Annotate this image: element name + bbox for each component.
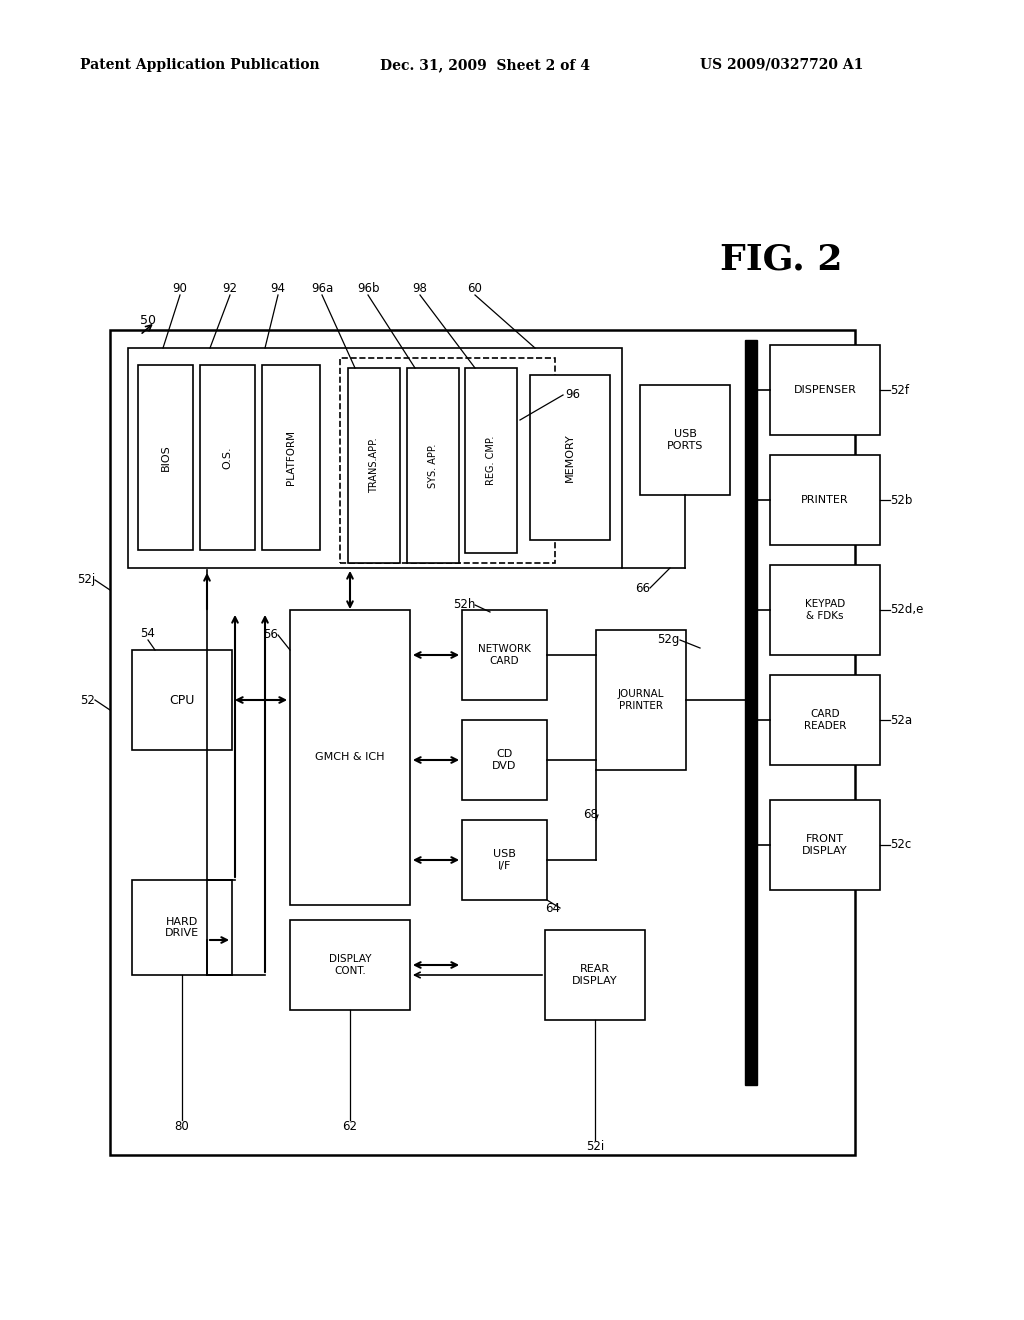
Text: US 2009/0327720 A1: US 2009/0327720 A1 bbox=[700, 58, 863, 73]
Text: JOURNAL
PRINTER: JOURNAL PRINTER bbox=[617, 689, 665, 710]
Text: CARD
READER: CARD READER bbox=[804, 709, 846, 731]
Text: 52g: 52g bbox=[657, 634, 680, 647]
Bar bbox=[110, 330, 855, 1155]
Bar bbox=[200, 366, 255, 550]
Bar bbox=[132, 880, 232, 975]
Text: 96: 96 bbox=[565, 388, 580, 401]
Bar bbox=[348, 368, 400, 564]
Text: 52j: 52j bbox=[77, 573, 95, 586]
Text: 50: 50 bbox=[140, 314, 156, 326]
Bar bbox=[262, 366, 319, 550]
Text: 52a: 52a bbox=[890, 714, 912, 726]
Bar bbox=[770, 800, 880, 890]
Text: NETWORK
CARD: NETWORK CARD bbox=[478, 644, 530, 665]
Bar bbox=[462, 820, 547, 900]
Bar bbox=[596, 630, 686, 770]
Text: TRANS.APP.: TRANS.APP. bbox=[369, 438, 379, 494]
Text: REAR
DISPLAY: REAR DISPLAY bbox=[572, 964, 617, 986]
Text: DISPENSER: DISPENSER bbox=[794, 385, 856, 395]
Text: USB
I/F: USB I/F bbox=[494, 849, 516, 871]
Text: 68: 68 bbox=[583, 808, 598, 821]
Bar bbox=[770, 455, 880, 545]
Bar bbox=[340, 358, 555, 564]
Text: PLATFORM: PLATFORM bbox=[286, 430, 296, 484]
Text: 52b: 52b bbox=[890, 494, 912, 507]
Text: BIOS: BIOS bbox=[161, 444, 171, 471]
Bar bbox=[290, 920, 410, 1010]
Text: 96b: 96b bbox=[356, 282, 379, 294]
Text: Dec. 31, 2009  Sheet 2 of 4: Dec. 31, 2009 Sheet 2 of 4 bbox=[380, 58, 590, 73]
Text: 66: 66 bbox=[635, 582, 650, 594]
Text: KEYPAD
& FDKs: KEYPAD & FDKs bbox=[805, 599, 845, 620]
Text: 80: 80 bbox=[175, 1119, 189, 1133]
Text: 54: 54 bbox=[140, 627, 156, 640]
Text: CPU: CPU bbox=[169, 693, 195, 706]
Bar bbox=[745, 341, 757, 1085]
Bar bbox=[138, 366, 193, 550]
Text: 52i: 52i bbox=[586, 1140, 604, 1152]
Text: 92: 92 bbox=[222, 282, 238, 294]
Text: Patent Application Publication: Patent Application Publication bbox=[80, 58, 319, 73]
Text: 52h: 52h bbox=[453, 598, 475, 611]
Text: FIG. 2: FIG. 2 bbox=[720, 243, 843, 277]
Text: 60: 60 bbox=[468, 282, 482, 294]
Bar bbox=[132, 649, 232, 750]
Text: 52d,e: 52d,e bbox=[890, 603, 924, 616]
Text: HARD
DRIVE: HARD DRIVE bbox=[165, 916, 199, 939]
Text: 52f: 52f bbox=[890, 384, 909, 396]
Text: 98: 98 bbox=[413, 282, 427, 294]
Bar bbox=[640, 385, 730, 495]
Bar bbox=[770, 675, 880, 766]
Text: USB
PORTS: USB PORTS bbox=[667, 429, 703, 451]
Bar bbox=[128, 348, 622, 568]
Text: SYS. APP.: SYS. APP. bbox=[428, 444, 438, 487]
Text: 64: 64 bbox=[545, 902, 560, 915]
Text: PRINTER: PRINTER bbox=[801, 495, 849, 506]
Bar bbox=[770, 565, 880, 655]
Text: FRONT
DISPLAY: FRONT DISPLAY bbox=[802, 834, 848, 855]
Bar bbox=[290, 610, 410, 906]
Bar bbox=[462, 610, 547, 700]
Text: 94: 94 bbox=[270, 282, 286, 294]
Text: 56: 56 bbox=[263, 628, 278, 642]
Text: MEMORY: MEMORY bbox=[565, 433, 575, 482]
Bar bbox=[770, 345, 880, 436]
Text: 90: 90 bbox=[173, 282, 187, 294]
Text: REG. CMP.: REG. CMP. bbox=[486, 436, 496, 486]
Text: 96a: 96a bbox=[311, 282, 333, 294]
Text: 52: 52 bbox=[80, 693, 95, 706]
Text: O.S.: O.S. bbox=[222, 446, 232, 469]
Text: DISPLAY
CONT.: DISPLAY CONT. bbox=[329, 954, 372, 975]
Bar bbox=[462, 719, 547, 800]
Bar bbox=[545, 931, 645, 1020]
Bar bbox=[465, 368, 517, 553]
Text: 62: 62 bbox=[342, 1119, 357, 1133]
Text: 52c: 52c bbox=[890, 838, 911, 851]
Bar bbox=[530, 375, 610, 540]
Text: GMCH & ICH: GMCH & ICH bbox=[315, 752, 385, 763]
Bar bbox=[407, 368, 459, 564]
Text: CD
DVD: CD DVD bbox=[493, 750, 517, 771]
